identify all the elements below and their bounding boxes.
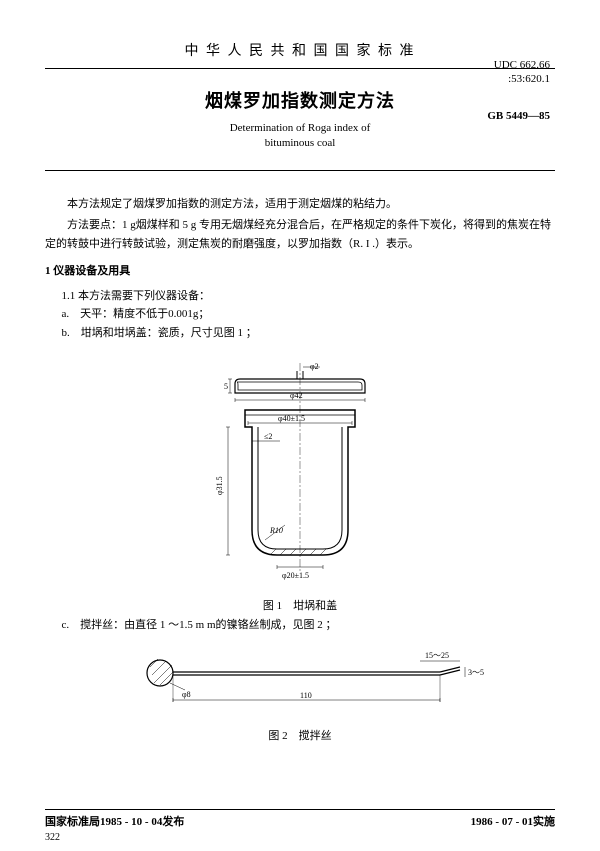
title-underline bbox=[45, 170, 555, 171]
gb-code: GB 5449—85 bbox=[487, 110, 550, 122]
item-b: b. 坩埚和坩埚盖：瓷质，尺寸见图 1 ； bbox=[62, 324, 556, 343]
top-rule bbox=[45, 68, 555, 69]
dim-tip2: 3～5 bbox=[468, 668, 484, 677]
body: 本方法规定了烟煤罗加指数的测定方法，适用于测定烟煤的粘结力。 方法要点：1 g烟… bbox=[45, 195, 555, 746]
dim-l110: 110 bbox=[300, 691, 312, 700]
footer-rule bbox=[45, 809, 555, 810]
dim-le2: ≤2 bbox=[264, 432, 272, 441]
dim-d40: φ40±1.5 bbox=[278, 414, 305, 423]
effective-date: 1986 - 07 - 01实施 bbox=[471, 813, 555, 829]
dim-d20: φ20±1.5 bbox=[282, 571, 309, 580]
figure-1-caption: 图 1 坩埚和盖 bbox=[45, 597, 555, 616]
dim-h5: 5 bbox=[224, 382, 228, 391]
section-1-1: 1.1 本方法需要下列仪器设备： bbox=[62, 287, 556, 306]
title-en-line2: bituminous coal bbox=[45, 136, 555, 151]
dim-h31: φ31.5 bbox=[215, 476, 224, 495]
item-a: a. 天平：精度不低于0.001g； bbox=[62, 305, 556, 324]
issue-date: 国家标准局1985 - 10 - 04发布 bbox=[45, 813, 184, 829]
figure-2: φ8 110 15～25 3～5 bbox=[45, 645, 555, 722]
figure-2-caption: 图 2 搅拌丝 bbox=[45, 727, 555, 746]
dim-d8: φ8 bbox=[182, 690, 191, 699]
item-c: c. 搅拌丝：由直径 1 ～1.5 m m的镍铬丝制成，见图 2 ； bbox=[62, 616, 556, 635]
dim-d2: φ2 bbox=[310, 362, 319, 371]
header-codes: UDC 662.66 :53:620.1 bbox=[494, 58, 550, 87]
stir-wire-svg: φ8 110 15～25 3～5 bbox=[110, 645, 490, 715]
title-block: 烟煤罗加指数测定方法 Determination of Roga index o… bbox=[45, 87, 555, 152]
udc-line2: :53:620.1 bbox=[494, 72, 550, 86]
dim-r10: R10 bbox=[269, 526, 283, 535]
footer: 国家标准局1985 - 10 - 04发布 1986 - 07 - 01实施 bbox=[45, 809, 555, 829]
intro-p1: 本方法规定了烟煤罗加指数的测定方法，适用于测定烟煤的粘结力。 bbox=[45, 195, 555, 214]
dim-tip1: 15～25 bbox=[425, 651, 449, 660]
crucible-svg: φ2 5 φ42 φ40±1.5 ≤2 bbox=[170, 355, 430, 585]
national-header: 中 华 人 民 共 和 国 国 家 标 准 bbox=[45, 40, 555, 60]
intro-p2: 方法要点：1 g烟煤样和 5 g 专用无烟煤经充分混合后，在严格规定的条件下炭化… bbox=[45, 216, 555, 253]
dim-d42: φ42 bbox=[290, 391, 303, 400]
udc-line1: UDC 662.66 bbox=[494, 58, 550, 72]
figure-1: φ2 5 φ42 φ40±1.5 ≤2 bbox=[45, 355, 555, 592]
title-english: Determination of Roga index of bituminou… bbox=[45, 121, 555, 152]
page-number: 322 bbox=[45, 832, 60, 843]
title-en-line1: Determination of Roga index of bbox=[45, 121, 555, 136]
section-1-heading: 1 仪器设备及用具 bbox=[45, 262, 555, 281]
title-chinese: 烟煤罗加指数测定方法 bbox=[45, 87, 555, 113]
